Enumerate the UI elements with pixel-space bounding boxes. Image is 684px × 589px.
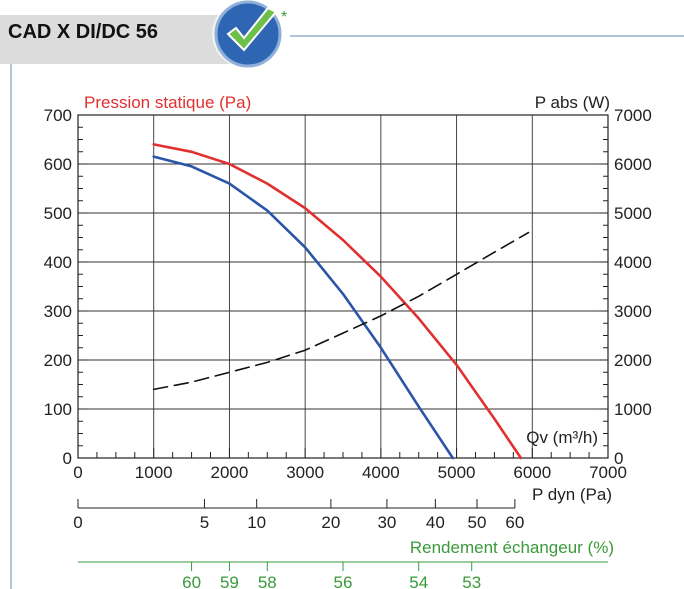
p-dyn-tick-label: 5 [200,513,209,532]
rendement-tick-label: 53 [462,573,481,589]
left-tick-label: 400 [44,253,72,272]
x-tick-label: 3000 [286,463,324,482]
rendement-tick-label: 54 [409,573,428,589]
secondary-scales: 0 5 10 20 30 40 50 60 P dyn (Pa) 60 59 58 56 54 53 Rend… [73,485,614,589]
p-dyn-tick-label: 30 [377,513,396,532]
right-axis-ticks: 0 1000 2000 3000 4000 5000 6000 7000 [599,106,652,468]
right-tick-label: 7000 [614,106,652,125]
left-tick-label: 0 [63,449,72,468]
rendement-tick-label: 56 [334,573,353,589]
right-tick-label: 6000 [614,155,652,174]
p-dyn-tick-label: 40 [426,513,445,532]
left-tick-label: 600 [44,155,72,174]
rendement-tick-label: 60 [182,573,201,589]
x-tick-label: 4000 [362,463,400,482]
rendement-tick-label: 58 [258,573,277,589]
checkmark-badge-icon [212,0,282,68]
series-group [152,143,530,460]
series-line-3 [152,231,530,391]
p-dyn-tick-label: 60 [505,513,524,532]
x-tick-label: 2000 [211,463,249,482]
left-axis-label: Pression statique (Pa) [84,93,251,112]
left-tick-label: 200 [44,351,72,370]
series-line-2 [152,155,455,460]
p-dyn-tick-label: 10 [247,513,266,532]
rendement-tick-label: 59 [220,573,239,589]
grid [78,115,608,458]
x-tick-label: 5000 [438,463,476,482]
left-tick-label: 700 [44,106,72,125]
x-axis-label: Qv (m³/h) [526,428,598,447]
series-line-1 [152,143,523,460]
header-title: CAD X DI/DC 56 [8,21,158,43]
p-dyn-tick-label: 50 [468,513,487,532]
right-tick-label: 5000 [614,204,652,223]
x-axis-ticks: 0 1000 2000 3000 4000 5000 6000 7000 [73,448,627,482]
left-tick-label: 300 [44,302,72,321]
right-tick-label: 0 [614,449,623,468]
badge-asterisk: * [281,9,287,26]
plot-frame [77,114,609,459]
right-tick-label: 2000 [614,351,652,370]
rendement-label: Rendement échangeur (%) [410,538,614,557]
p-dyn-label: P dyn (Pa) [532,485,612,504]
right-axis-label: P abs (W) [535,93,610,112]
left-tick-label: 100 [44,400,72,419]
p-dyn-tick-label: 0 [73,513,82,532]
right-tick-label: 1000 [614,400,652,419]
x-tick-label: 6000 [513,463,551,482]
header-tab [0,15,256,64]
right-tick-label: 4000 [614,253,652,272]
x-tick-label: 0 [73,463,82,482]
p-dyn-tick-label: 20 [321,513,340,532]
left-tick-label: 500 [44,204,72,223]
x-tick-label: 7000 [589,463,627,482]
x-tick-label: 1000 [135,463,173,482]
left-axis-ticks: 0 100 200 300 400 500 600 700 [44,106,87,468]
right-tick-label: 3000 [614,302,652,321]
